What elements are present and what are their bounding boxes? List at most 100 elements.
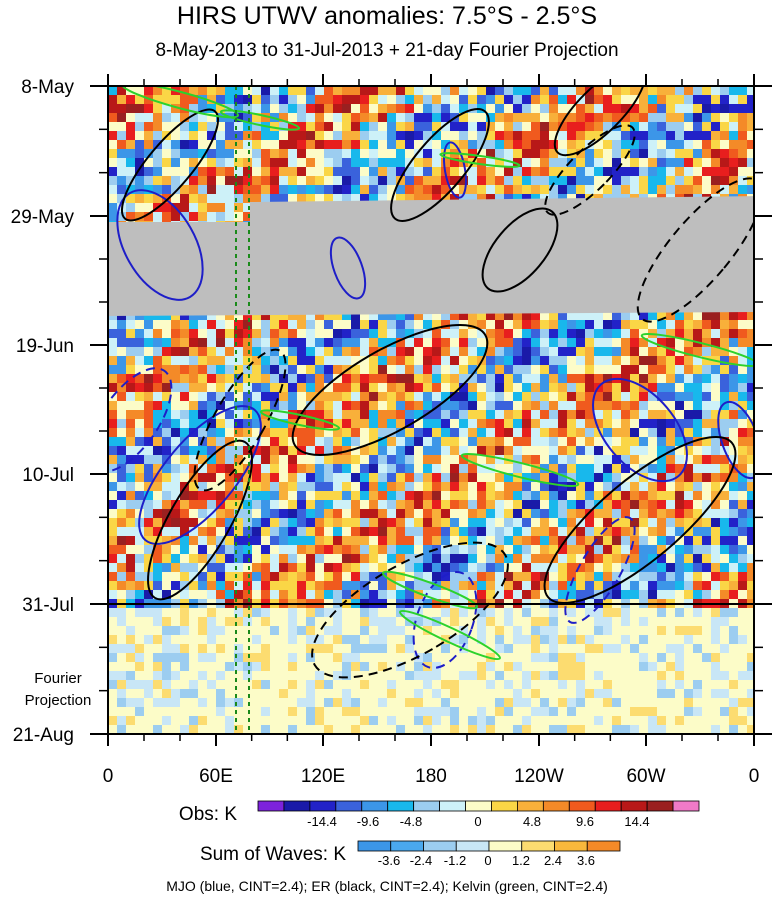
field-cell <box>243 563 252 572</box>
field-cell <box>261 392 270 401</box>
field-cell <box>180 428 189 437</box>
field-cell <box>720 95 729 104</box>
field-cell <box>297 500 306 509</box>
field-cell <box>324 185 333 194</box>
field-cell <box>495 464 504 473</box>
field-cell <box>288 572 297 581</box>
field-cell <box>747 518 754 527</box>
field-cell <box>117 563 126 572</box>
field-cell <box>423 518 432 527</box>
field-cell <box>657 104 666 113</box>
field-cell <box>477 536 486 545</box>
field-cell <box>414 491 423 500</box>
field-cell <box>540 446 549 455</box>
field-cell <box>531 392 540 401</box>
field-cell <box>270 644 279 653</box>
field-cell <box>558 491 567 500</box>
field-cell <box>702 158 711 167</box>
field-cell <box>414 680 423 689</box>
field-cell <box>693 590 702 599</box>
field-cell <box>612 149 621 158</box>
field-cell <box>486 113 495 122</box>
field-cell <box>657 536 666 545</box>
field-cell <box>315 455 324 464</box>
field-cell <box>504 374 513 383</box>
field-cell <box>396 329 405 338</box>
field-cell <box>324 635 333 644</box>
field-cell <box>684 482 693 491</box>
field-cell <box>324 626 333 635</box>
field-cell <box>369 446 378 455</box>
field-cell <box>306 491 315 500</box>
field-cell <box>657 554 666 563</box>
field-cell <box>594 455 603 464</box>
field-cell <box>603 689 612 698</box>
field-cell <box>396 536 405 545</box>
field-cell <box>180 545 189 554</box>
field-cell <box>216 563 225 572</box>
field-cell <box>531 131 540 140</box>
field-cell <box>171 437 180 446</box>
field-cell <box>747 455 754 464</box>
field-cell <box>495 662 504 671</box>
field-cell <box>729 653 738 662</box>
field-cell <box>414 527 423 536</box>
field-cell <box>144 212 153 221</box>
field-cell <box>153 464 162 473</box>
field-cell <box>630 419 639 428</box>
field-cell <box>612 653 621 662</box>
field-cell <box>387 527 396 536</box>
field-cell <box>567 500 576 509</box>
field-cell <box>387 149 396 158</box>
field-cell <box>108 626 117 635</box>
field-cell <box>162 590 171 599</box>
field-cell <box>234 626 243 635</box>
field-cell <box>594 680 603 689</box>
field-cell <box>738 482 747 491</box>
field-cell <box>288 482 297 491</box>
field-cell <box>729 536 738 545</box>
field-cell <box>252 590 261 599</box>
field-cell <box>414 617 423 626</box>
field-cell <box>729 698 738 707</box>
field-cell <box>378 95 387 104</box>
field-cell <box>162 365 171 374</box>
field-cell <box>612 185 621 194</box>
field-cell <box>279 338 288 347</box>
field-cell <box>549 329 558 338</box>
field-cell <box>648 680 657 689</box>
field-cell <box>495 563 504 572</box>
field-cell <box>711 509 720 518</box>
field-cell <box>360 662 369 671</box>
field-cell <box>513 338 522 347</box>
field-cell <box>342 140 351 149</box>
field-cell <box>441 617 450 626</box>
field-cell <box>414 176 423 185</box>
field-cell <box>234 329 243 338</box>
field-cell <box>342 392 351 401</box>
field-cell <box>648 311 657 320</box>
field-cell <box>549 491 558 500</box>
field-cell <box>450 608 459 617</box>
field-cell <box>657 401 666 410</box>
field-cell <box>207 617 216 626</box>
field-cell <box>306 140 315 149</box>
field-cell <box>495 554 504 563</box>
field-cell <box>306 680 315 689</box>
field-cell <box>405 338 414 347</box>
field-cell <box>468 536 477 545</box>
field-cell <box>567 158 576 167</box>
field-cell <box>684 662 693 671</box>
field-cell <box>126 644 135 653</box>
field-cell <box>369 185 378 194</box>
field-cell <box>153 662 162 671</box>
field-cell <box>171 194 180 203</box>
field-cell <box>297 545 306 554</box>
field-cell <box>162 140 171 149</box>
field-cell <box>423 374 432 383</box>
field-cell <box>729 176 738 185</box>
field-cell <box>441 572 450 581</box>
field-cell <box>297 347 306 356</box>
field-cell <box>279 545 288 554</box>
field-cell <box>567 563 576 572</box>
